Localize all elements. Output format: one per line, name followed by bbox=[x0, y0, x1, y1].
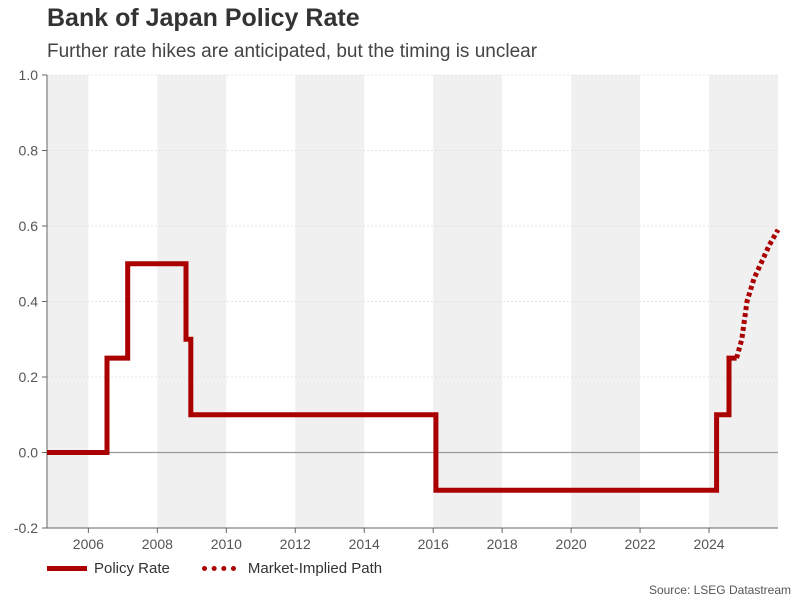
y-tick-label: 1.0 bbox=[19, 67, 39, 83]
x-tick-label: 2018 bbox=[487, 536, 518, 552]
y-tick-label: -0.2 bbox=[14, 520, 38, 536]
x-tick-label: 2020 bbox=[556, 536, 587, 552]
x-axis-ticks: 2006 2008 2010 2012 2014 2016 2018 2020 2022 2024 bbox=[73, 528, 725, 552]
x-tick-label: 2008 bbox=[142, 536, 173, 552]
x-tick-label: 2014 bbox=[349, 536, 380, 552]
legend-label-policy-rate: Policy Rate bbox=[94, 560, 170, 577]
x-tick-label: 2006 bbox=[73, 536, 104, 552]
legend: Policy Rate Market-Implied Path bbox=[47, 560, 410, 577]
chart-subtitle: Further rate hikes are anticipated, but … bbox=[47, 41, 538, 62]
year-band bbox=[571, 75, 641, 528]
year-band bbox=[295, 75, 365, 528]
x-tick-label: 2010 bbox=[211, 536, 242, 552]
source-note: Source: LSEG Datastream bbox=[648, 583, 791, 597]
y-tick-label: 0.8 bbox=[19, 143, 39, 159]
y-tick-label: 0.2 bbox=[19, 369, 39, 385]
y-tick-label: 0.6 bbox=[19, 218, 39, 234]
gridlines bbox=[47, 74, 778, 378]
y-tick-label: 0.0 bbox=[19, 445, 39, 461]
legend-swatch-dotted bbox=[201, 566, 236, 571]
chart-title: Bank of Japan Policy Rate bbox=[47, 4, 360, 32]
legend-label-market-implied: Market-Implied Path bbox=[247, 560, 383, 577]
legend-item-market-implied: Market-Implied Path bbox=[198, 560, 382, 577]
x-tick-label: 2022 bbox=[624, 536, 655, 552]
x-tick-label: 2024 bbox=[693, 536, 724, 552]
policy-rate-line bbox=[47, 261, 737, 493]
legend-item-policy-rate: Policy Rate bbox=[47, 560, 170, 577]
series-lines bbox=[47, 228, 781, 493]
x-tick-label: 2012 bbox=[280, 536, 311, 552]
y-axis-ticks: -0.2 0.0 0.2 0.4 0.6 0.8 1.0 bbox=[14, 67, 47, 536]
legend-swatch-solid bbox=[47, 566, 87, 571]
y-tick-label: 0.4 bbox=[19, 294, 39, 310]
x-tick-label: 2016 bbox=[418, 536, 449, 552]
